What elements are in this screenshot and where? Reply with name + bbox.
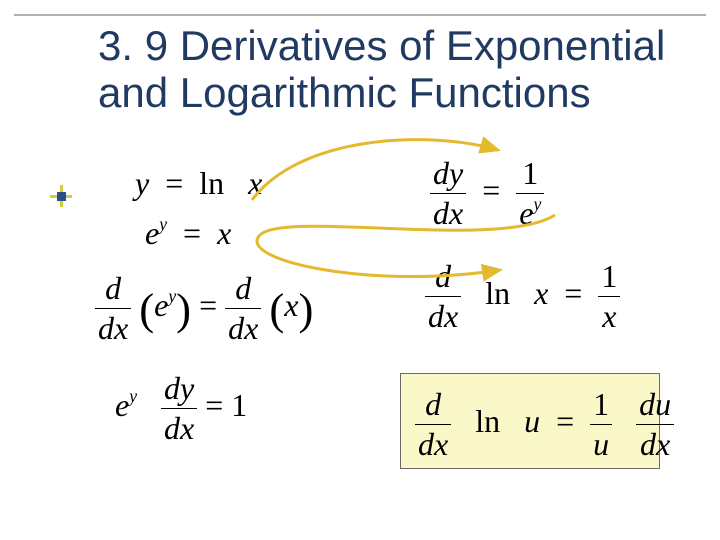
eq3-frac-left: d dx [95, 270, 131, 347]
top-rule [14, 14, 706, 16]
equation-7: d dx ln u = 1 u du dx [415, 386, 674, 463]
eq5-frac-right: 1 ey [516, 155, 544, 232]
eq2-rhs: x [217, 215, 231, 251]
eq2-eq: = [175, 215, 209, 251]
eq2-base: e [145, 215, 159, 251]
equation-4: ey dy dx = 1 [115, 370, 247, 447]
equation-6: d dx ln x = 1 x [425, 258, 620, 335]
eq4-frac: dy dx [161, 370, 197, 447]
eq7-frac-mid: 1 u [590, 386, 612, 463]
slide: { "title": "3. 9 Derivatives of Exponent… [0, 0, 720, 540]
slide-title: 3. 9 Derivatives of Exponential and Loga… [98, 22, 690, 116]
equation-2: ey = x [145, 215, 231, 252]
eq6-frac-left: d dx [425, 258, 461, 335]
eq1-arg: x [248, 165, 262, 201]
eq1-eq: = [157, 165, 191, 201]
eq7-frac-right: du dx [636, 386, 674, 463]
equation-1: y = ln x [135, 165, 262, 202]
eq7-frac-left: d dx [415, 386, 451, 463]
eq1-lhs: y [135, 165, 149, 201]
eq5-frac-left: dy dx [430, 155, 466, 232]
equation-5: dy dx = 1 ey [430, 155, 544, 232]
equation-3: d dx (ey) = d dx (x) [95, 270, 313, 347]
eq1-fn: ln [199, 165, 224, 201]
eq3-frac-right: d dx [225, 270, 261, 347]
eq6-frac-right: 1 x [598, 258, 620, 335]
eq2-exp: y [159, 214, 167, 234]
highlight-box: d dx ln u = 1 u du dx [400, 373, 660, 469]
bullet-icon [50, 185, 72, 207]
